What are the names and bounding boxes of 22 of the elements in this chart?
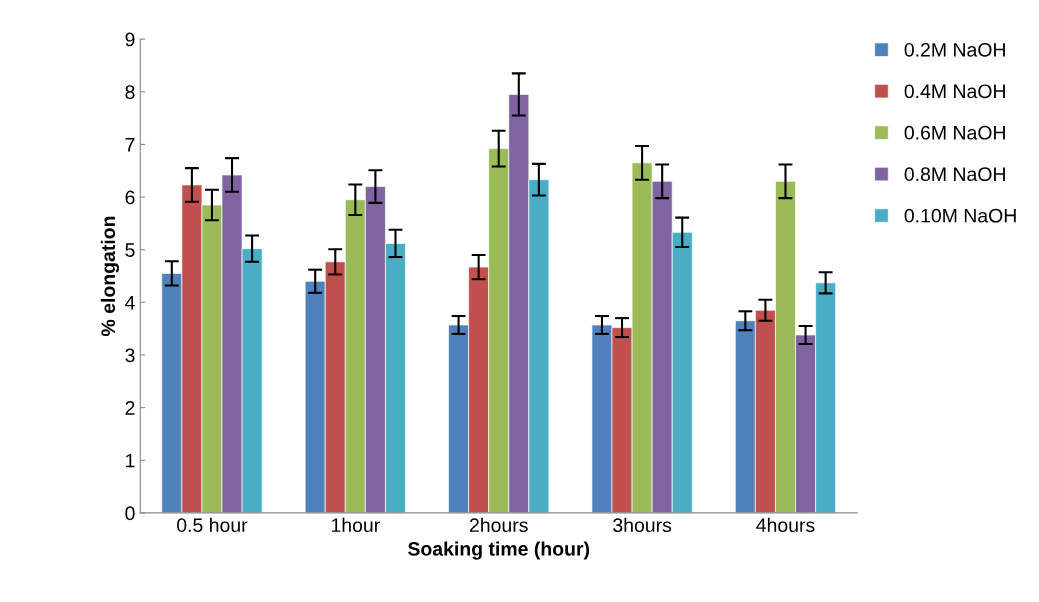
y-tick-label: 2 xyxy=(125,401,135,415)
x-tick-label: 3hours xyxy=(613,517,672,533)
y-tick-label: 6 xyxy=(125,190,135,205)
legend-label: 0.8M NaOH xyxy=(904,167,1005,182)
y-tick-label: 5 xyxy=(125,243,135,257)
legend-label: 0.4M NaOH xyxy=(904,84,1005,99)
y-axis-title: % elongation xyxy=(100,216,120,337)
y-tick-label: 1 xyxy=(126,453,135,468)
y-tick-label: 9 xyxy=(125,32,135,47)
legend-label: 0.2M NaOH xyxy=(904,42,1005,57)
x-tick-label: 4hours xyxy=(756,517,815,533)
x-axis-title: Soaking time (hour) xyxy=(408,541,590,560)
legend-label: 0.10M NaOH xyxy=(904,208,1016,223)
y-tick-label: 8 xyxy=(125,85,135,100)
legend-label: 0.6M NaOH xyxy=(904,125,1005,140)
y-tick-label: 0 xyxy=(125,506,135,521)
x-tick-label: 1hour xyxy=(331,517,380,533)
y-tick-label: 7 xyxy=(125,138,135,152)
x-tick-label: 0.5 hour xyxy=(177,517,248,533)
x-tick-label: 2hours xyxy=(469,517,528,533)
y-tick-label: 3 xyxy=(125,348,135,363)
y-tick-label: 4 xyxy=(125,296,135,310)
